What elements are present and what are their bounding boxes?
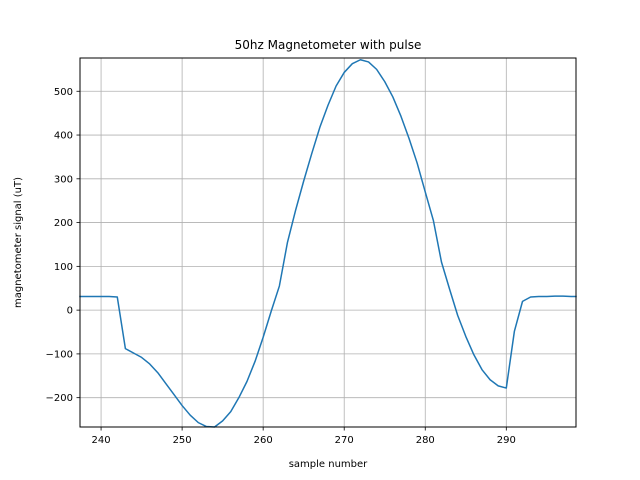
x-tick-label: 280 <box>416 435 435 446</box>
x-tick-label: 270 <box>335 435 354 446</box>
y-axis-ticks: −200 −100 0 100 200 300 400 500 <box>46 87 80 404</box>
x-tick-label: 240 <box>92 435 111 446</box>
y-tick-label: 400 <box>54 131 73 142</box>
y-tick-label: 100 <box>54 262 73 273</box>
y-axis-label: magnetometer signal (uT) <box>13 177 24 308</box>
y-tick-label: 0 <box>67 306 73 317</box>
series-layer <box>79 59 577 428</box>
y-tick-label: 500 <box>54 87 73 98</box>
y-tick-label: 300 <box>54 174 73 185</box>
y-tick-label: −100 <box>46 349 73 360</box>
series-line <box>79 59 577 428</box>
y-tick-label: −200 <box>46 393 73 404</box>
x-axis-label: sample number <box>289 459 368 470</box>
x-tick-label: 250 <box>173 435 192 446</box>
x-tick-label: 260 <box>254 435 273 446</box>
y-tick-label: 200 <box>54 218 73 229</box>
grid <box>80 58 576 427</box>
chart-title: 50hz Magnetometer with pulse <box>235 38 422 52</box>
x-axis-ticks: 240 250 260 270 280 290 <box>92 427 516 446</box>
x-tick-label: 290 <box>497 435 516 446</box>
plot-frame <box>79 57 577 428</box>
